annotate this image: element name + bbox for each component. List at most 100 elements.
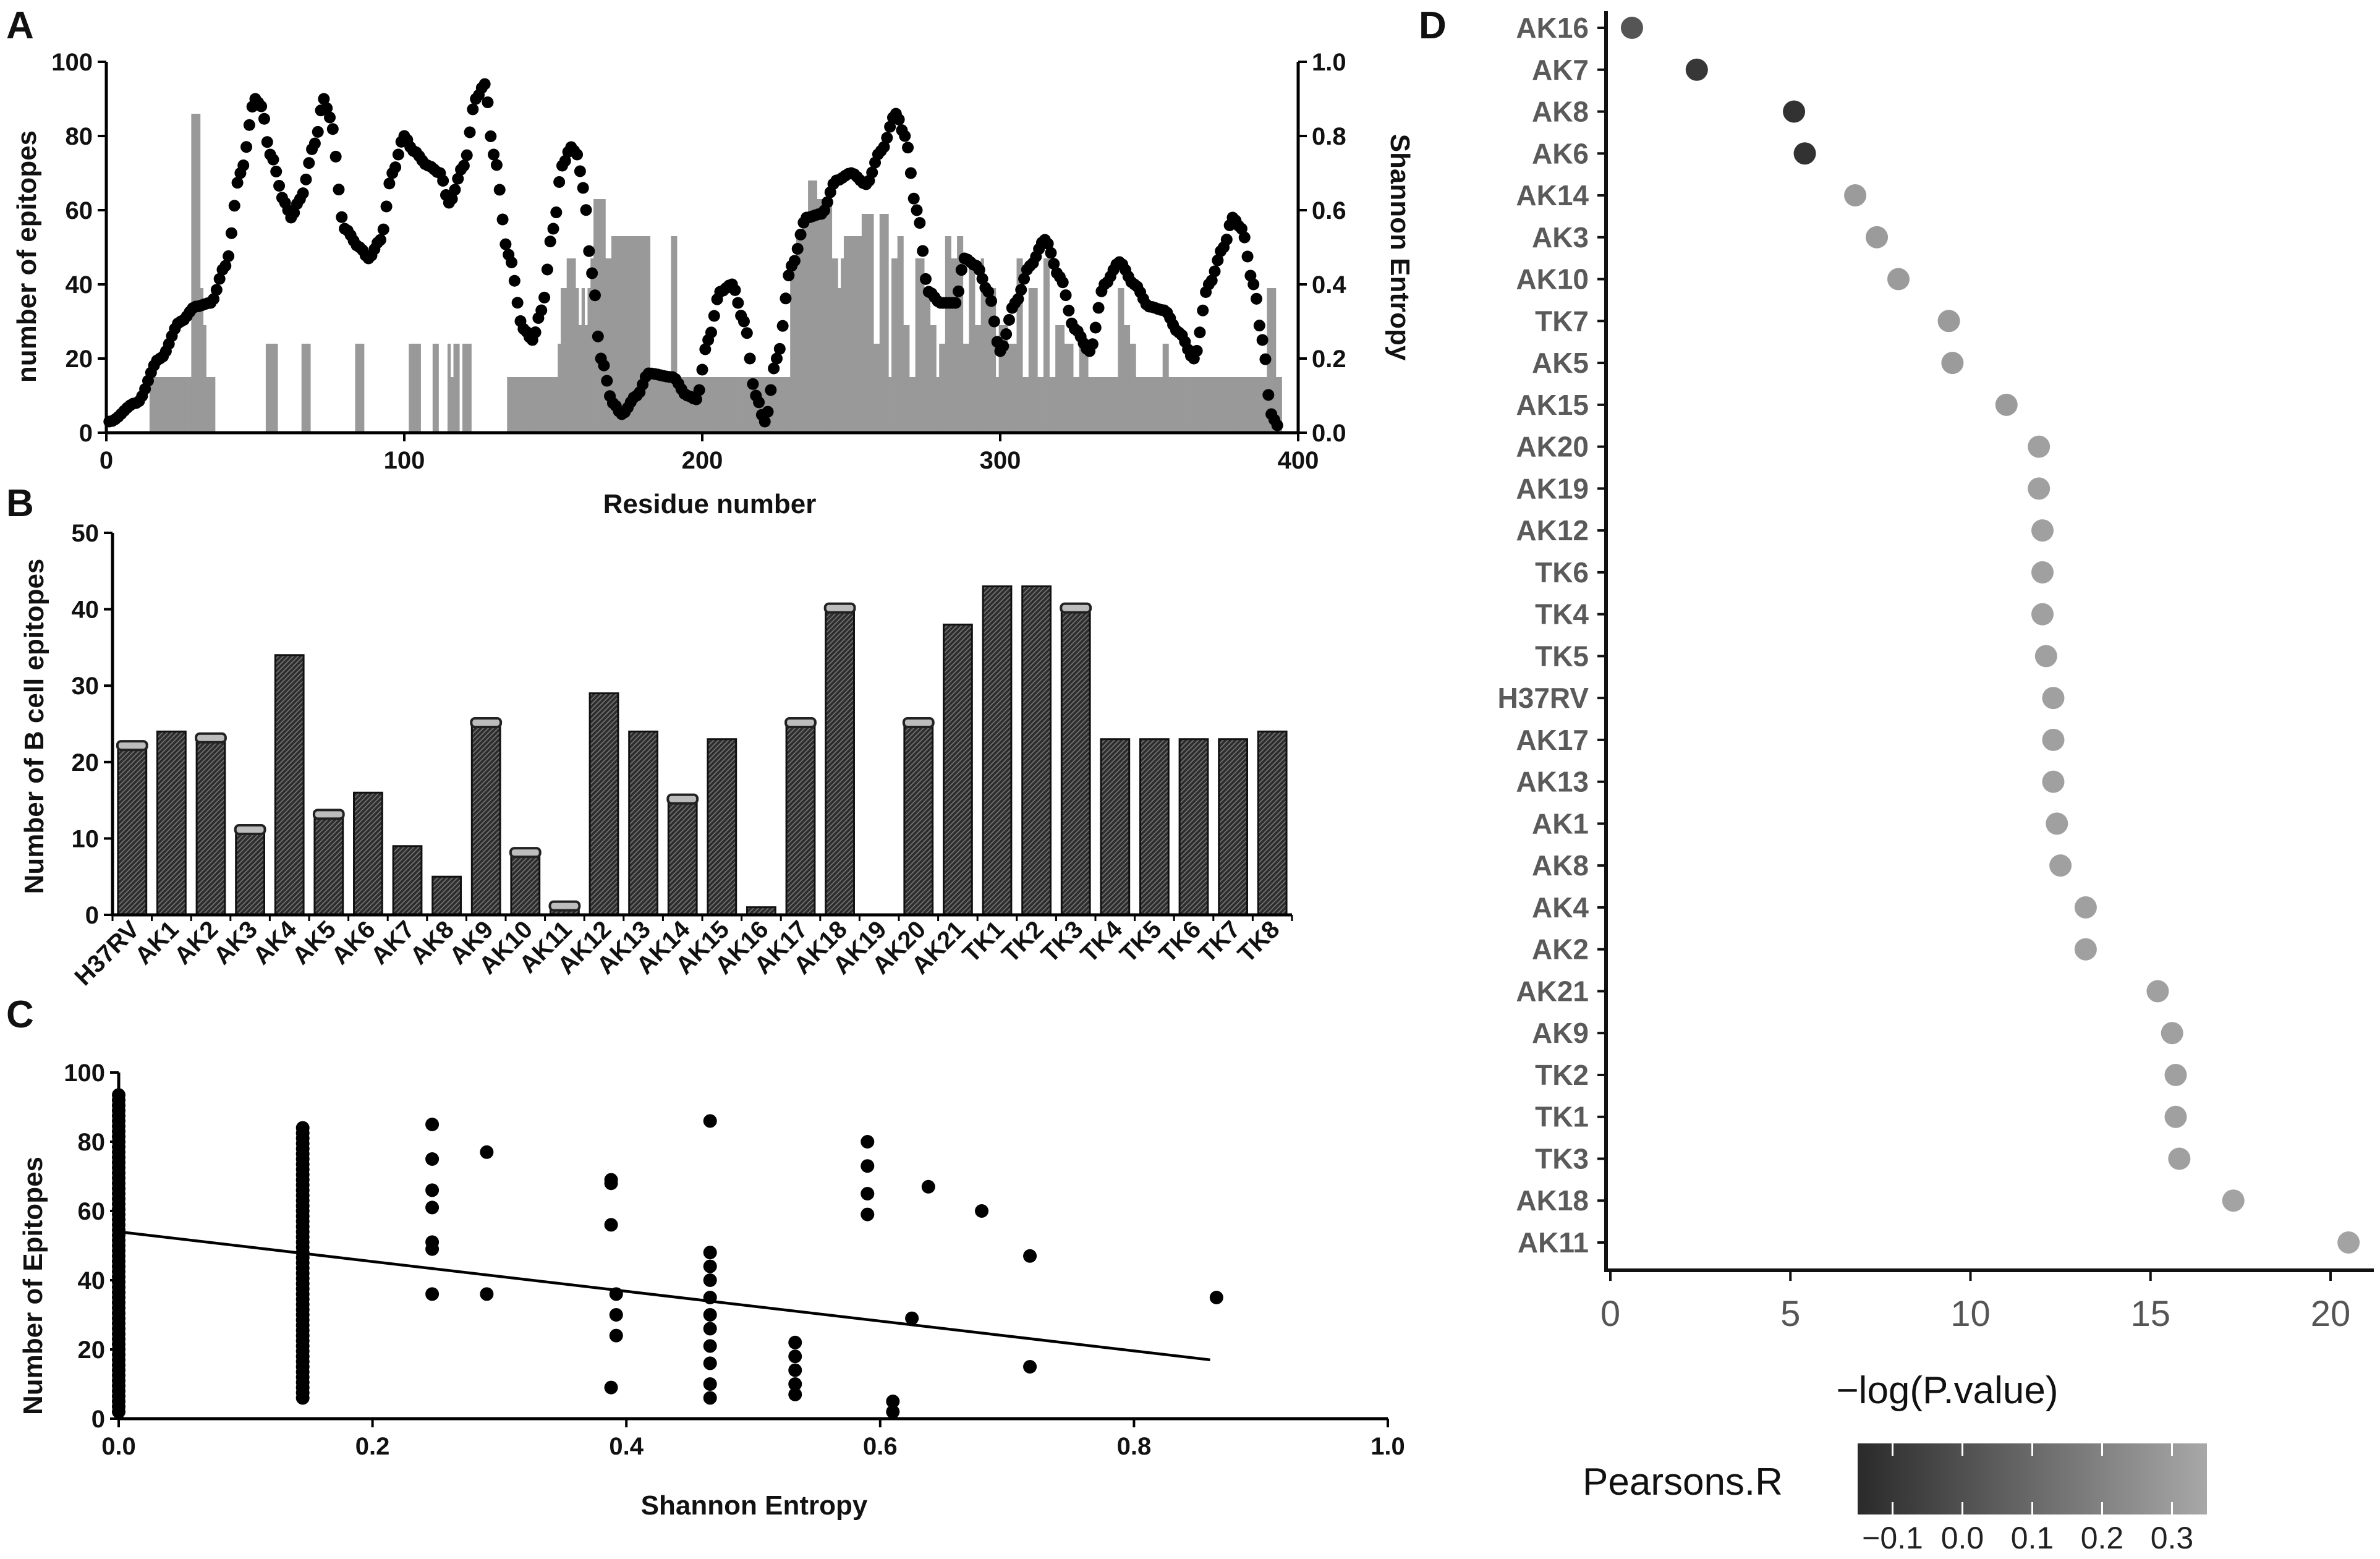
epitope-point xyxy=(223,250,235,262)
epitope-point xyxy=(1194,326,1206,339)
entropy-bar xyxy=(1124,325,1128,433)
epitope-point xyxy=(493,184,506,196)
epitope-point xyxy=(1063,304,1075,316)
entropy-bar xyxy=(826,214,830,433)
entropy-bar xyxy=(775,377,779,433)
entropy-bar xyxy=(626,236,630,433)
bar-cap xyxy=(548,900,581,912)
scatter-point xyxy=(604,1218,618,1232)
entropy-bar xyxy=(635,236,639,433)
epitope-point xyxy=(1271,419,1283,431)
scatter-point xyxy=(886,1395,900,1408)
epitope-bars: H37RVAK1AK2AK3AK4AK5AK6AK7AK8AK9AK10AK11… xyxy=(69,585,1288,991)
epitope-point xyxy=(297,187,309,200)
epitope-point xyxy=(783,270,795,282)
epitope-bar xyxy=(156,730,187,916)
entropy-bar xyxy=(1136,377,1139,433)
entropy-bar xyxy=(1186,377,1190,433)
entropy-bar xyxy=(703,377,707,433)
epitope-point xyxy=(1256,334,1269,346)
entropy-bar xyxy=(969,258,972,433)
entropy-bar xyxy=(1183,377,1187,433)
epitope-point xyxy=(511,297,524,309)
epitope-point xyxy=(997,340,1009,352)
entropy-bar xyxy=(870,214,874,433)
entropy-bar xyxy=(409,344,412,433)
category-label: AK4 xyxy=(248,915,302,970)
epitope-point xyxy=(508,274,521,287)
entropy-bar xyxy=(158,377,162,433)
epitope-point xyxy=(911,204,923,216)
entropy-bar xyxy=(1192,377,1196,433)
epitope-point xyxy=(228,200,240,212)
epitope-bar xyxy=(117,746,148,916)
pvalue-dot xyxy=(1783,100,1806,123)
scatter-point xyxy=(703,1259,717,1273)
y-tick-label: 0 xyxy=(79,420,93,447)
entropy-bar xyxy=(763,377,767,433)
entropy-bar xyxy=(1210,377,1214,433)
pvalue-dot xyxy=(1941,352,1964,375)
epitope-point xyxy=(240,141,253,153)
entropy-bar xyxy=(1147,377,1151,433)
bar-cap xyxy=(902,717,935,728)
epitope-point xyxy=(326,123,339,135)
entropy-bar xyxy=(1100,377,1103,433)
epitope-point xyxy=(208,293,220,305)
category-label: TK5 xyxy=(1115,915,1167,968)
epitope-point xyxy=(788,255,801,267)
entropy-bar xyxy=(721,377,725,433)
entropy-bar xyxy=(1180,377,1184,433)
epitope-bar xyxy=(431,875,462,916)
entropy-bar xyxy=(987,288,990,433)
entropy-bar xyxy=(1055,325,1059,433)
entropy-bar xyxy=(921,258,925,433)
scatter-point xyxy=(703,1322,717,1336)
legend-tick-label: −0.1 xyxy=(1862,1521,1923,1555)
epitope-point xyxy=(550,206,563,219)
category-label: AK6 xyxy=(326,915,381,970)
panel-a-ylabel: number of epitopes xyxy=(12,130,42,383)
entropy-bar xyxy=(304,344,308,433)
category-label: AK4 xyxy=(1532,891,1589,924)
entropy-bar xyxy=(522,377,525,433)
entropy-bar xyxy=(572,258,576,433)
epitope-point xyxy=(985,295,998,307)
category-label: AK1 xyxy=(130,915,184,970)
scatter-points xyxy=(112,1088,1223,1419)
entropy-bar xyxy=(727,377,731,433)
scatter-point xyxy=(1209,1291,1223,1304)
entropy-bar xyxy=(769,377,773,433)
epitope-point xyxy=(881,132,893,144)
epitope-point xyxy=(1247,278,1260,291)
epitope-point xyxy=(699,343,712,355)
epitope-bar xyxy=(903,723,934,916)
x-tick-label: 0.4 xyxy=(609,1433,644,1460)
entropy-bar xyxy=(700,377,704,433)
entropy-bar xyxy=(745,377,749,433)
epitope-point xyxy=(765,384,777,396)
entropy-bar xyxy=(533,377,537,433)
scatter-point xyxy=(788,1387,802,1401)
entropy-bar xyxy=(1201,377,1205,433)
y-tick-label: 0 xyxy=(85,902,99,929)
entropy-bar xyxy=(632,236,635,433)
category-label: TK6 xyxy=(1154,915,1207,968)
entropy-bar xyxy=(301,344,305,433)
bar-cap xyxy=(823,602,856,614)
y2-tick-label: 0.4 xyxy=(1312,271,1346,299)
entropy-bar xyxy=(412,344,415,433)
pvalue-dot xyxy=(2042,728,2065,751)
entropy-bar xyxy=(507,377,511,433)
y-tick-label: 100 xyxy=(64,1060,105,1087)
category-label: AK13 xyxy=(1516,766,1589,798)
panel-a-chart: 0 20 40 60 80 100 0.0 0.2 0.4 0.6 0.8 1.0 0 100 200 300… xyxy=(12,49,1415,519)
entropy-bar xyxy=(790,258,794,433)
y-tick-label: 30 xyxy=(72,673,100,700)
epitope-point xyxy=(457,159,470,172)
panel-a-axes: 0 20 40 60 80 100 0.0 0.2 0.4 0.6 0.8 1.0 0 100 200 300… xyxy=(51,49,1346,474)
scatter-point xyxy=(703,1377,717,1391)
entropy-bar xyxy=(665,377,668,433)
bar-cap xyxy=(1060,602,1092,614)
entropy-bar xyxy=(1115,377,1118,433)
